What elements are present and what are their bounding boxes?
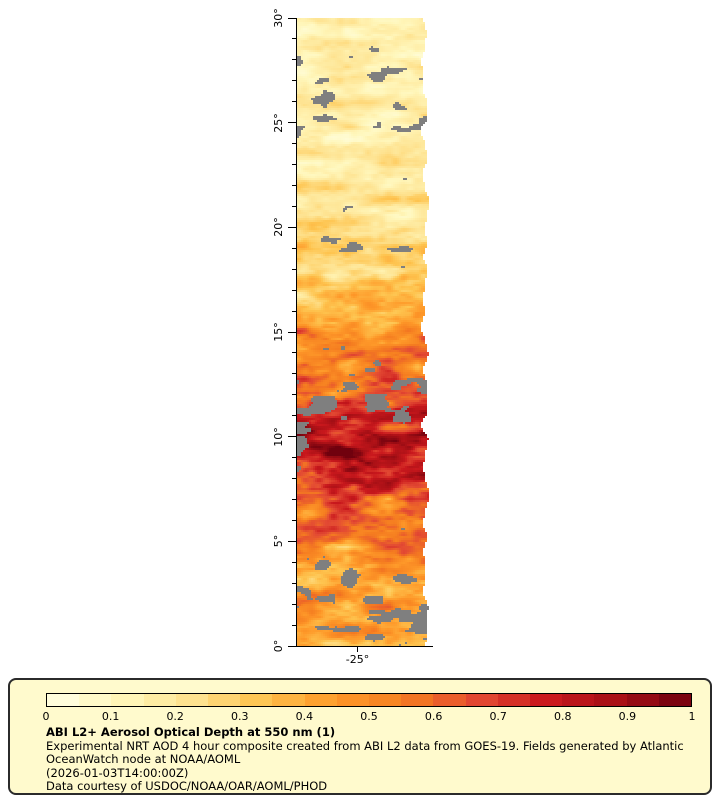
y-minor-tick — [292, 185, 296, 186]
y-major-tick — [288, 226, 296, 228]
y-minor-tick — [292, 373, 296, 375]
y-axis-tick-label: 10° — [272, 426, 285, 447]
y-major-tick — [288, 122, 296, 124]
colorbar-segment — [272, 694, 305, 706]
y-minor-tick — [292, 603, 296, 605]
colorbar-tick-label: 0.3 — [231, 710, 249, 723]
y-axis-tick-label: 15° — [272, 322, 285, 342]
colorbar-segment — [47, 694, 80, 706]
legend-title: ABI L2+ Aerosol Optical Depth at 550 nm … — [46, 725, 336, 739]
x-axis-line — [296, 646, 433, 647]
y-major-tick — [288, 331, 296, 333]
colorbar-segment — [143, 694, 176, 706]
y-minor-tick — [292, 247, 296, 249]
legend-box: 0 0.1 0.2 0.3 0.4 0.5 0.6 0.7 0.8 0.9 1 ABI L2+ Ae… — [8, 678, 712, 795]
y-major-tick — [288, 540, 296, 542]
y-minor-tick — [292, 394, 296, 396]
legend-credit: Data courtesy of USDOC/NOAA/OAR/AOML/PHO… — [46, 779, 328, 793]
colorbar-segment — [465, 694, 498, 706]
colorbar-tick-label: 0.6 — [424, 710, 443, 723]
y-minor-tick — [292, 457, 296, 459]
y-minor-tick — [292, 561, 296, 563]
colorbar-segment — [626, 694, 659, 706]
y-axis-tick-label: 30° — [272, 8, 285, 28]
y-minor-tick — [292, 59, 296, 61]
y-major-tick — [288, 436, 296, 438]
colorbar-segment — [658, 694, 691, 706]
y-minor-tick — [292, 143, 296, 145]
colorbar-segment — [208, 694, 241, 706]
y-minor-tick — [292, 478, 296, 479]
y-major-tick — [288, 645, 296, 647]
y-minor-tick — [292, 582, 296, 584]
y-minor-tick — [292, 38, 296, 40]
y-minor-tick — [292, 624, 296, 626]
x-major-tick — [357, 646, 358, 652]
colorbar-tick-label: 0.8 — [554, 710, 572, 723]
colorbar-tick-label: 0 — [42, 710, 50, 723]
colorbar-tick-label: 0.4 — [295, 710, 314, 723]
x-axis-tick-label: -25° — [345, 653, 370, 666]
colorbar-segment — [111, 694, 144, 706]
y-minor-tick — [292, 205, 296, 207]
y-minor-tick — [292, 289, 296, 291]
colorbar-tick-label: 0.2 — [166, 710, 184, 723]
y-minor-tick — [292, 268, 296, 270]
colorbar-tick-label: 0.1 — [101, 710, 120, 723]
colorbar-tick-label: 0.9 — [618, 710, 637, 723]
colorbar-segment — [594, 694, 627, 706]
colorbar-segment — [497, 694, 531, 706]
colorbar-segment — [240, 694, 273, 706]
y-minor-tick — [292, 310, 296, 312]
y-minor-tick — [292, 101, 296, 103]
legend-description: Experimental NRT AOD 4 hour composite cr… — [46, 738, 684, 766]
y-major-tick — [288, 17, 296, 19]
colorbar-segment — [175, 694, 209, 706]
legend-text-block: ABI L2+ Aerosol Optical Depth at 550 nm … — [46, 725, 702, 794]
colorbar-segment — [336, 694, 370, 706]
y-axis-tick-label: 20° — [272, 217, 285, 238]
colorbar-segment — [401, 694, 434, 706]
colorbar — [46, 693, 692, 707]
y-minor-tick — [292, 164, 296, 165]
legend-timestamp: (2026-01-03T14:00:00Z) — [46, 765, 189, 780]
colorbar-segment — [79, 694, 112, 706]
colorbar-tick-label: 0.7 — [489, 710, 507, 723]
colorbar-segment — [530, 694, 563, 706]
y-axis-tick-label: 25° — [272, 112, 285, 133]
colorbar-segment — [369, 694, 402, 706]
y-minor-tick — [292, 499, 296, 500]
y-axis-line — [296, 18, 297, 647]
colorbar-tick-label: 1 — [688, 710, 696, 723]
colorbar-tick-label: 0.5 — [360, 710, 378, 723]
aod-swath-image — [297, 18, 433, 646]
y-axis-tick-label: 5° — [272, 535, 285, 548]
colorbar-segment — [562, 694, 595, 706]
colorbar-segment — [433, 694, 466, 706]
y-minor-tick — [292, 415, 296, 417]
y-minor-tick — [292, 352, 296, 354]
y-minor-tick — [292, 519, 296, 521]
colorbar-segment — [304, 694, 337, 706]
y-axis-tick-label: 0° — [272, 639, 285, 653]
y-minor-tick — [292, 80, 296, 82]
